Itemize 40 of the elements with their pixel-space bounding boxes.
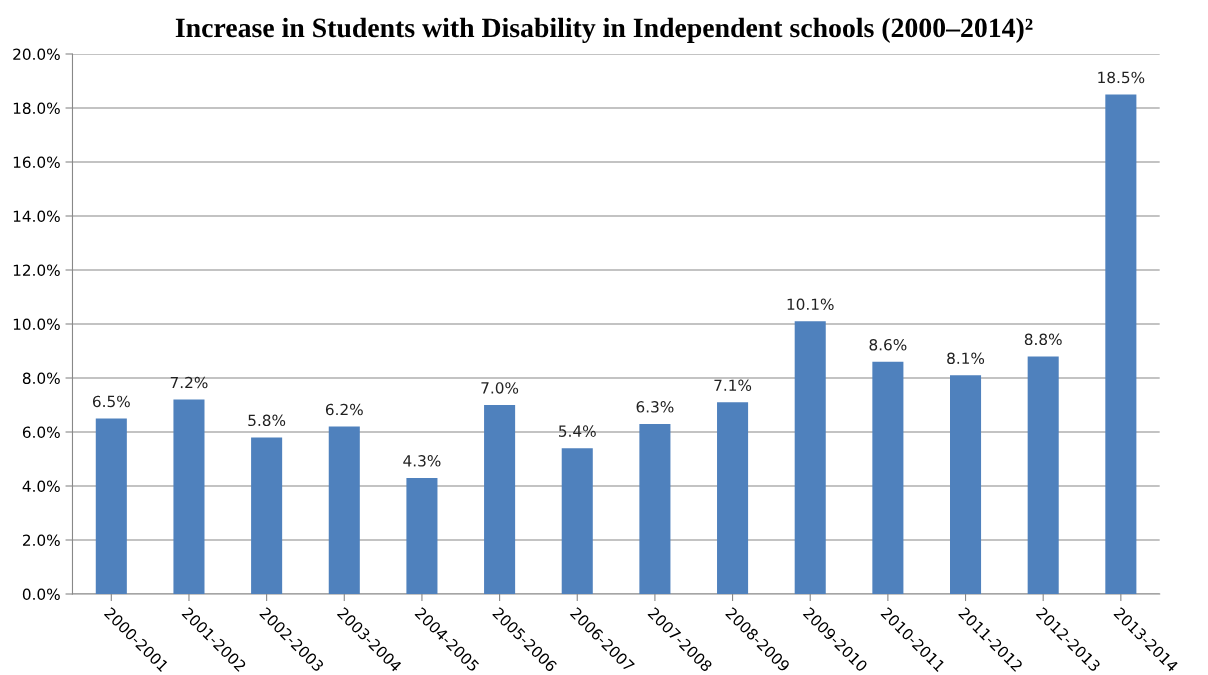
y-tick-label: 16.0% xyxy=(13,156,60,169)
data-label: 7.2% xyxy=(170,376,208,389)
data-label: 4.3% xyxy=(403,455,441,467)
data-label: 8.8% xyxy=(1024,333,1062,346)
bar xyxy=(872,361,904,594)
data-label: 6.5% xyxy=(92,395,130,408)
bar xyxy=(717,402,749,594)
y-tick-label: 8.0% xyxy=(22,372,60,385)
data-label: 10.1% xyxy=(787,298,834,311)
bar xyxy=(251,437,283,594)
data-label: 7.1% xyxy=(714,379,752,392)
chart-title: Increase in Students with Disability in Independent schools (2000–2014)² xyxy=(175,17,1033,44)
y-tick-label: 18.0% xyxy=(13,102,60,115)
bar xyxy=(639,423,671,594)
y-tick-label: 6.0% xyxy=(22,426,60,439)
data-label: 8.1% xyxy=(947,352,985,365)
y-tick-label: 10.0% xyxy=(13,318,60,331)
y-tick-label: 20.0% xyxy=(13,48,60,61)
data-label: 6.3% xyxy=(636,401,674,413)
data-label: 5.4% xyxy=(559,425,596,437)
bar xyxy=(406,477,438,594)
bar xyxy=(173,399,205,594)
data-label: 7.0% xyxy=(481,382,519,394)
bar xyxy=(1105,94,1137,594)
y-tick-label: 4.0% xyxy=(22,480,60,493)
y-tick-label: 0.0% xyxy=(22,588,60,601)
bar xyxy=(328,426,360,594)
y-tick-label: 2.0% xyxy=(22,534,60,547)
bar xyxy=(794,321,826,594)
data-label: 6.2% xyxy=(325,403,363,416)
data-label: 5.8% xyxy=(248,414,286,427)
y-tick-label: 14.0% xyxy=(13,210,60,223)
bar xyxy=(95,418,127,594)
bar xyxy=(1027,356,1059,594)
bar xyxy=(484,405,516,594)
bar xyxy=(950,375,982,594)
y-tick-label: 12.0% xyxy=(13,264,60,277)
data-label: 8.6% xyxy=(869,338,907,351)
data-label: 18.5% xyxy=(1098,71,1145,84)
bar xyxy=(561,448,593,594)
